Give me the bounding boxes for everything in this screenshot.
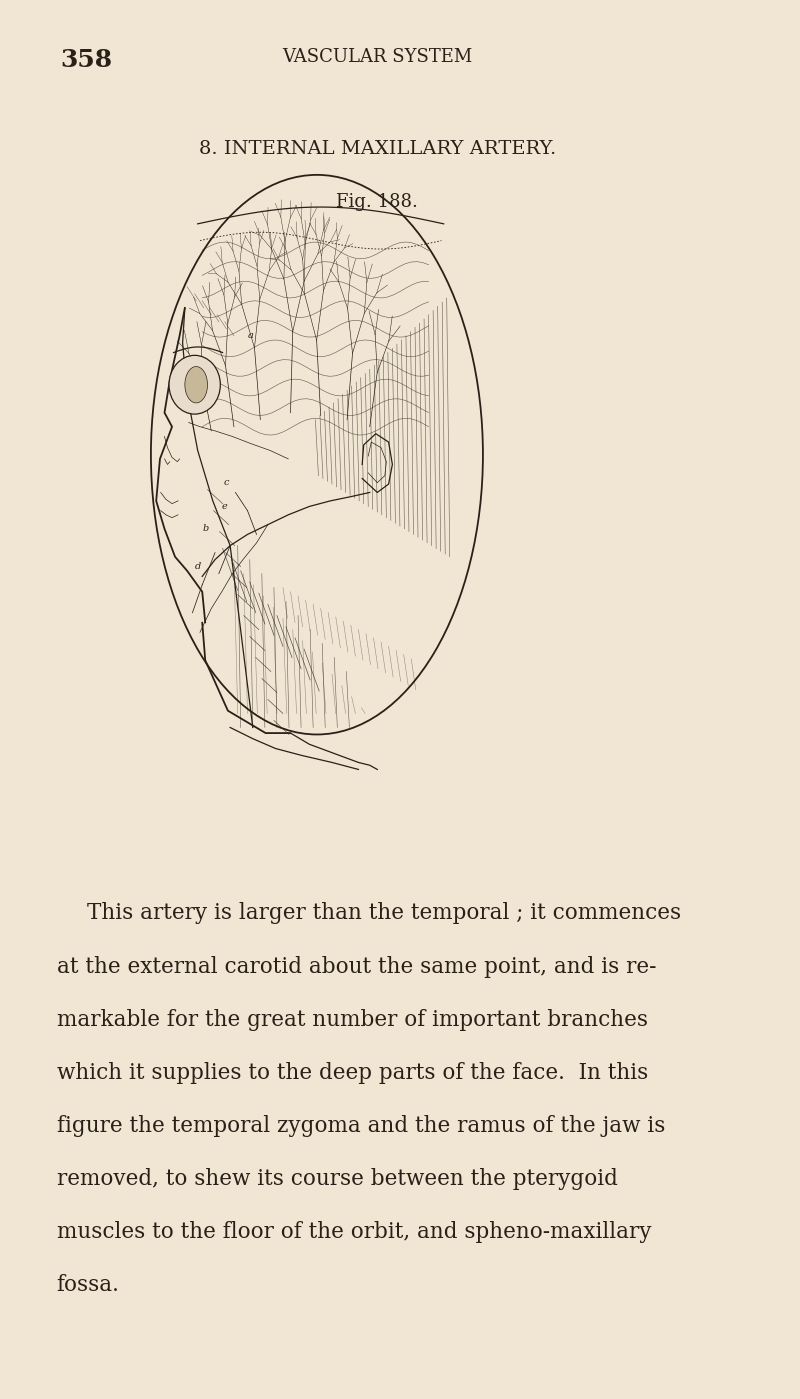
Text: removed, to shew its course between the pterygoid: removed, to shew its course between the … [57,1168,618,1191]
Text: d: d [194,562,201,571]
Bar [60,196,694,853]
Text: fossa.: fossa. [57,1274,119,1297]
Text: muscles to the floor of the orbit, and spheno-maxillary: muscles to the floor of the orbit, and s… [57,1221,651,1244]
Text: figure the temporal zygoma and the ramus of the jaw is: figure the temporal zygoma and the ramus… [57,1115,665,1137]
Ellipse shape [185,367,207,403]
Text: This artery is larger than the temporal ; it commences: This artery is larger than the temporal … [86,902,681,925]
Text: a: a [247,332,254,340]
Text: markable for the great number of important branches: markable for the great number of importa… [57,1009,647,1031]
Text: VASCULAR SYSTEM: VASCULAR SYSTEM [282,48,473,66]
Text: 8. INTERNAL MAXILLARY ARTERY.: 8. INTERNAL MAXILLARY ARTERY. [198,140,556,158]
Text: e: e [222,502,228,511]
Ellipse shape [169,355,220,414]
Text: which it supplies to the deep parts of the face.  In this: which it supplies to the deep parts of t… [57,1062,648,1084]
Text: b: b [202,525,208,533]
Text: Fig. 188.: Fig. 188. [336,193,418,211]
Text: c: c [224,478,229,487]
Text: 358: 358 [60,48,113,71]
Text: at the external carotid about the same point, and is re-: at the external carotid about the same p… [57,956,656,978]
